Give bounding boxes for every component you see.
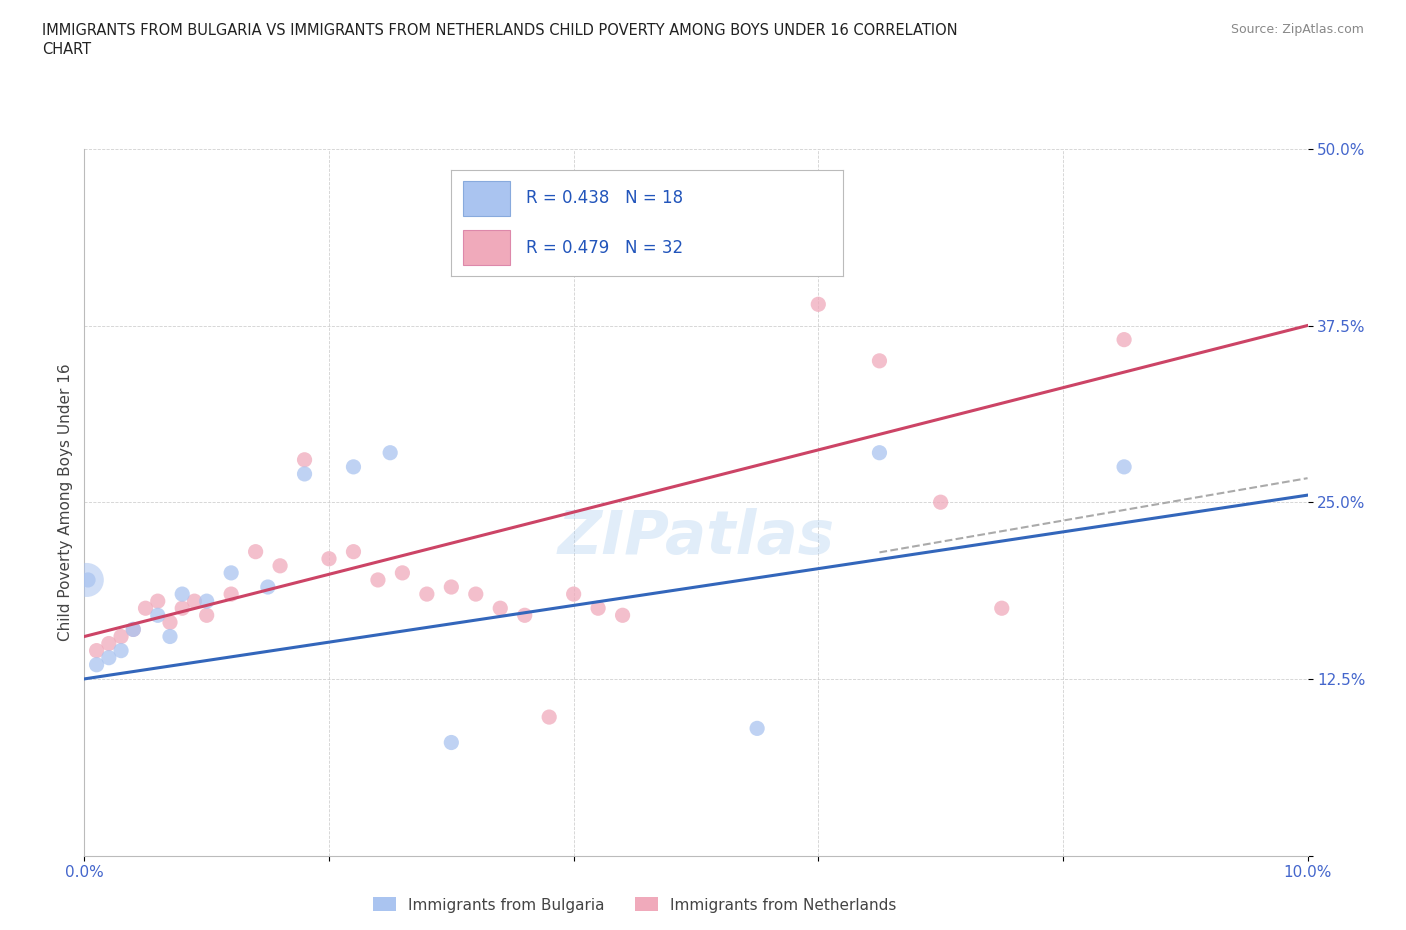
Point — [146, 593, 169, 608]
Point — [195, 608, 218, 623]
Point — [76, 573, 98, 588]
Point — [489, 601, 512, 616]
Point — [172, 601, 194, 616]
Point — [269, 558, 291, 573]
Point — [538, 710, 561, 724]
Point — [159, 629, 181, 644]
Point — [257, 579, 280, 594]
Point — [122, 622, 145, 637]
Point — [1114, 332, 1136, 347]
Point — [110, 644, 132, 658]
Point — [342, 544, 364, 559]
Point — [869, 353, 891, 368]
Point — [97, 650, 120, 665]
Point — [86, 658, 108, 672]
Point — [219, 565, 242, 580]
Point — [159, 615, 181, 630]
Point — [747, 721, 769, 736]
Point — [562, 587, 585, 602]
Text: ZIPatlas: ZIPatlas — [557, 508, 835, 567]
Point — [1114, 459, 1136, 474]
Point — [440, 579, 463, 594]
Point — [77, 573, 100, 588]
Point — [342, 459, 364, 474]
Text: Source: ZipAtlas.com: Source: ZipAtlas.com — [1230, 23, 1364, 36]
Point — [110, 629, 132, 644]
Point — [219, 587, 242, 602]
Point — [294, 452, 316, 467]
Point — [86, 644, 108, 658]
Point — [612, 608, 634, 623]
Point — [122, 622, 145, 637]
Point — [807, 297, 830, 312]
Point — [367, 573, 389, 588]
Point — [991, 601, 1014, 616]
Point — [380, 445, 402, 460]
Point — [183, 593, 205, 608]
Y-axis label: Child Poverty Among Boys Under 16: Child Poverty Among Boys Under 16 — [58, 364, 73, 641]
Point — [586, 601, 609, 616]
Point — [929, 495, 952, 510]
Point — [513, 608, 536, 623]
Point — [464, 587, 486, 602]
Point — [294, 467, 316, 482]
Point — [146, 608, 169, 623]
Point — [97, 636, 120, 651]
Point — [869, 445, 891, 460]
Text: CHART: CHART — [42, 42, 91, 57]
Legend: Immigrants from Bulgaria, Immigrants from Netherlands: Immigrants from Bulgaria, Immigrants fro… — [367, 891, 903, 919]
Point — [245, 544, 267, 559]
Text: IMMIGRANTS FROM BULGARIA VS IMMIGRANTS FROM NETHERLANDS CHILD POVERTY AMONG BOYS: IMMIGRANTS FROM BULGARIA VS IMMIGRANTS F… — [42, 23, 957, 38]
Point — [135, 601, 157, 616]
Point — [391, 565, 413, 580]
Point — [318, 551, 340, 566]
Point — [195, 593, 218, 608]
Point — [440, 735, 463, 750]
Point — [172, 587, 194, 602]
Point — [416, 587, 439, 602]
